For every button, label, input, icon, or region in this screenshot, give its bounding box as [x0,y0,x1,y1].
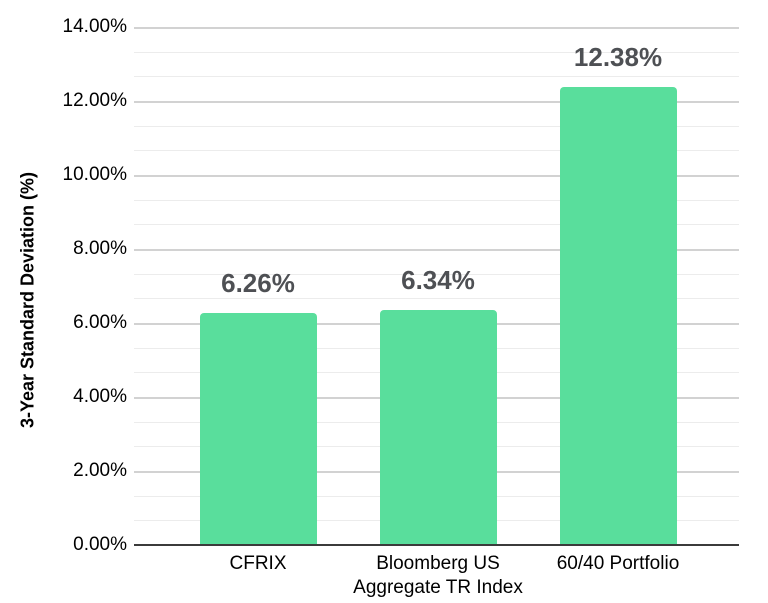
y-tick-label: 12.00% [62,90,127,111]
bar-value-label: 6.26% [221,268,295,298]
x-axis-line [134,544,739,546]
gridline-minor [134,274,739,275]
gridline-minor [134,52,739,53]
gridline-major [134,175,739,177]
x-category-label-line: Bloomberg US [376,553,500,574]
gridline-minor [134,224,739,225]
gridline-major [134,249,739,251]
y-tick-label: 2.00% [73,460,127,481]
y-tick-label: 4.00% [73,386,127,407]
bar [559,87,677,545]
bar-value-label: 6.34% [401,265,475,295]
gridline-minor [134,126,739,127]
gridline-minor [134,298,739,299]
gridline-major [134,101,739,103]
y-tick-label: 8.00% [73,238,127,259]
x-category-label: CFRIX [143,552,373,576]
y-tick-label: 6.00% [73,312,127,333]
x-category-label-line: CFRIX [229,553,287,574]
bar [199,313,317,545]
gridline-minor [134,76,739,77]
bar-value-label: 12.38% [573,42,663,72]
y-tick-label: 10.00% [62,164,127,185]
x-category-label-line: 60/40 Portfolio [556,553,680,574]
x-category-label: 60/40 Portfolio [503,552,733,576]
gridline-major [134,27,739,29]
bar [379,310,497,545]
x-category-label-line: Aggregate TR Index [353,577,523,598]
x-category-label: Bloomberg US Aggregate TR Index [323,552,553,600]
gridline-minor [134,150,739,151]
y-tick-label: 14.00% [62,16,127,37]
y-tick-label: 0.00% [73,534,127,555]
gridline-minor [134,200,739,201]
